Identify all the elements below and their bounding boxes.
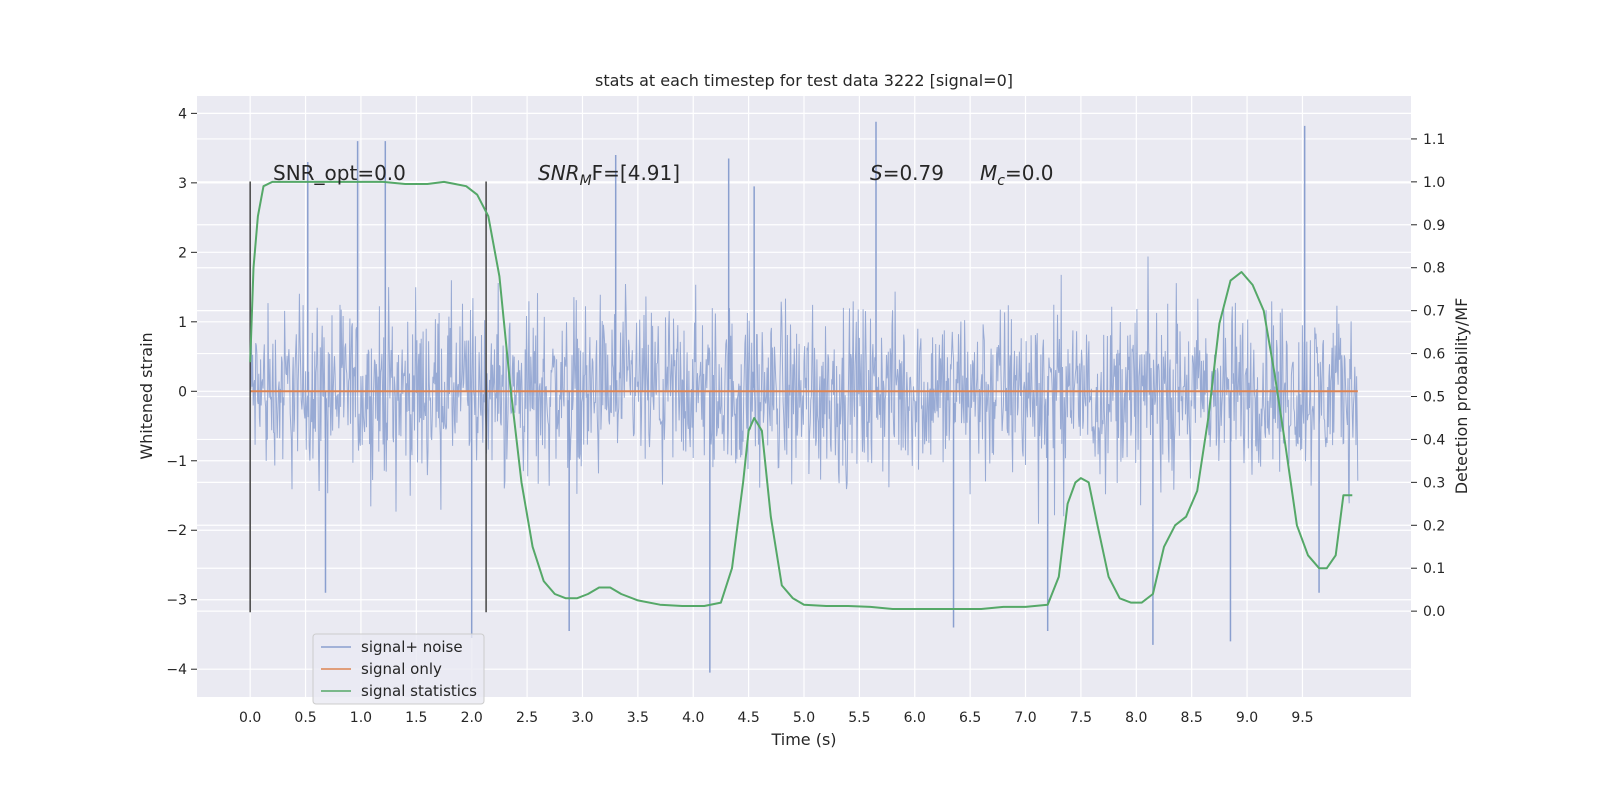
chart-title: stats at each timestep for test data 322…	[595, 71, 1013, 90]
legend-label-noise: signal+ noise	[361, 638, 463, 656]
y-tick-label-right: 0.7	[1423, 304, 1445, 320]
x-tick-label: 9.5	[1291, 710, 1313, 726]
x-tick-label: 7.5	[1070, 710, 1092, 726]
y-tick-label-left: 2	[178, 245, 187, 261]
y-tick-label-right: 0.8	[1423, 261, 1445, 277]
noise-line	[249, 256, 1359, 524]
y-tick-label-right: 0.2	[1423, 518, 1445, 534]
mc-symbol: M	[980, 161, 997, 185]
y-tick-label-right: 1.0	[1423, 175, 1445, 191]
y-tick-label-right: 0.9	[1423, 218, 1445, 234]
y-tick-label-left: −2	[166, 523, 187, 539]
s-value: =0.79	[883, 161, 944, 185]
statistics-line	[249, 180, 1353, 610]
y-tick-label-right: 0.3	[1423, 475, 1445, 491]
s-symbol: S	[870, 161, 883, 185]
x-tick-label: 4.0	[682, 710, 704, 726]
y-tick-label-left: 4	[178, 106, 187, 122]
window-markers	[249, 181, 487, 613]
y-tick-label-left: 3	[178, 176, 187, 192]
y-tick-label-left: 0	[178, 384, 187, 400]
annotation-mc: Mc=0.0	[980, 161, 1054, 189]
x-tick-label: 2.0	[461, 710, 483, 726]
y-axis-label-right: Detection probability/MF	[1452, 298, 1471, 495]
x-tick-label: 5.5	[848, 710, 870, 726]
x-tick-label: 8.5	[1181, 710, 1203, 726]
mc-value: =0.0	[1005, 161, 1054, 185]
legend-box	[312, 633, 485, 705]
x-tick-label: 4.5	[737, 710, 759, 726]
axis-ticks: 0.0 0.5 1.0 1.5 2.0 2.5 3.0 3.5 4.0 4.5 5.0 5.5 6.0 6…	[166, 106, 1445, 726]
x-tick-label: 1.0	[350, 710, 372, 726]
y-tick-label-left: −1	[166, 454, 187, 470]
x-tick-label: 0.0	[239, 710, 261, 726]
mc-sub: c	[997, 173, 1005, 189]
snr-mf-main: SNR	[538, 161, 580, 185]
legend: signal+ noise signal only signal statist…	[312, 633, 485, 705]
y-tick-label-right: 0.0	[1423, 604, 1445, 620]
snr-mf-rest: F=[4.91]	[592, 161, 680, 185]
y-tick-label-right: 1.1	[1423, 132, 1445, 148]
legend-label-statistics: signal statistics	[361, 682, 477, 700]
y-tick-label-left: −4	[166, 662, 187, 678]
annotation-snr-mf: SNRMF=[4.91]	[538, 161, 680, 189]
x-tick-label: 6.5	[959, 710, 981, 726]
x-tick-label: 0.5	[294, 710, 316, 726]
x-tick-label: 6.0	[904, 710, 926, 726]
x-tick-label: 8.0	[1125, 710, 1147, 726]
annotation-snr-opt: SNR_opt=0.0	[273, 161, 406, 185]
legend-label-signal-only: signal only	[361, 660, 442, 678]
x-tick-label: 5.0	[793, 710, 815, 726]
x-tick-label: 9.0	[1236, 710, 1258, 726]
x-tick-label: 3.0	[571, 710, 593, 726]
y-tick-label-right: 0.5	[1423, 390, 1445, 406]
y-tick-label-right: 0.1	[1423, 561, 1445, 577]
x-tick-label: 2.5	[516, 710, 538, 726]
y-tick-label-right: 0.4	[1423, 432, 1445, 448]
x-tick-label: 1.5	[405, 710, 427, 726]
snr-mf-sub: M	[580, 173, 592, 189]
x-tick-label: 7.0	[1014, 710, 1036, 726]
y-tick-label-right: 0.6	[1423, 347, 1445, 363]
y-tick-label-left: −3	[166, 593, 187, 609]
x-tick-label: 3.5	[627, 710, 649, 726]
annotation-s: S=0.79	[870, 161, 944, 185]
signal-statistics-series	[249, 180, 1353, 610]
y-tick-label-left: 1	[178, 315, 187, 331]
y-axis-label-left: Whitened strain	[137, 332, 156, 459]
x-axis-label: Time (s)	[770, 730, 836, 749]
